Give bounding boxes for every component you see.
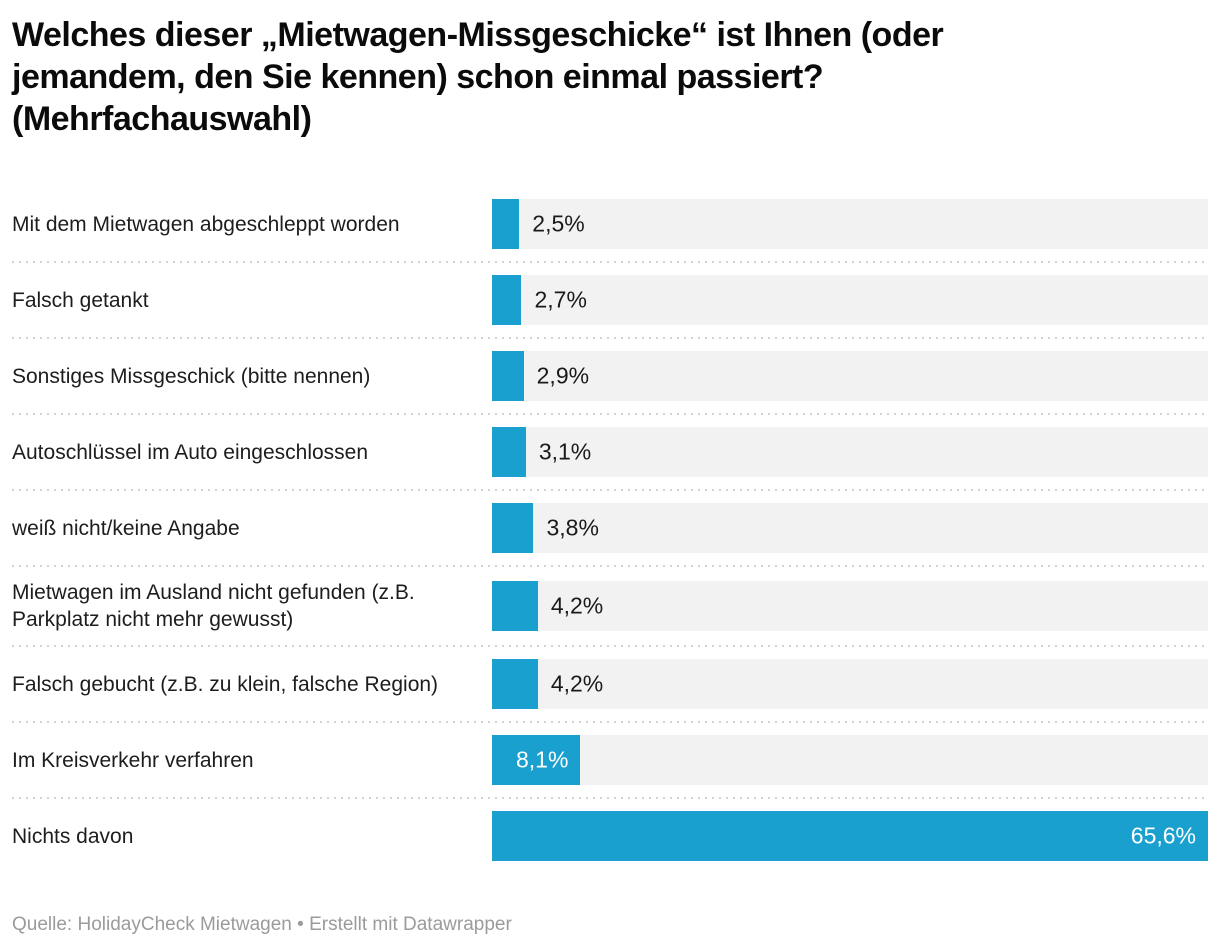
chart-title: Welches dieser „Mietwagen-Missgeschicke“… [12, 16, 944, 138]
bar [492, 427, 526, 477]
value-label: 65,6% [1130, 822, 1196, 849]
bar [492, 199, 520, 249]
bar [492, 351, 524, 401]
chart-row: Im Kreisverkehr verfahren 8,1% [12, 723, 1208, 797]
value-label: 3,1% [538, 438, 592, 465]
category-label: Sonstiges Missgeschick (bitte nennen) [12, 364, 371, 388]
category-label: Mit dem Mietwagen abgeschleppt worden [12, 212, 400, 236]
row-separator [12, 645, 1208, 647]
row-separator [12, 413, 1208, 415]
bar-track: 3,8% [492, 503, 1208, 553]
bar [492, 659, 538, 709]
bar-track: 4,2% [492, 581, 1208, 631]
category-label: Falsch getankt [12, 288, 149, 312]
chart-row: weiß nicht/keine Angabe 3,8% [12, 491, 1208, 565]
value-label: 2,7% [534, 286, 587, 313]
chart-row: Falsch gebucht (z.B. zu klein, falsche R… [12, 647, 1208, 721]
row-separator [12, 721, 1208, 723]
chart-row: Mietwagen im Ausland nicht gefunden (z.B… [12, 567, 1208, 645]
chart-row: Autoschlüssel im Auto eingeschlossen 3,1… [12, 415, 1208, 489]
category-label: Autoschlüssel im Auto eingeschlossen [12, 440, 369, 464]
value-label: 4,2% [550, 592, 604, 619]
bar [492, 811, 1208, 861]
bar [492, 503, 534, 553]
bar-track: 8,1% [492, 735, 1208, 785]
chart-row: Mit dem Mietwagen abgeschleppt worden 2,… [12, 187, 1208, 261]
bar [492, 275, 522, 325]
category-label: Mietwagen im Ausland nicht gefunden (z.B… [12, 581, 415, 631]
bar [492, 735, 581, 785]
row-separator [12, 261, 1208, 263]
bar-track: 2,9% [492, 351, 1208, 401]
row-separator [12, 565, 1208, 567]
category-label: Nichts davon [12, 824, 134, 848]
value-label: 8,1% [515, 746, 569, 773]
bar-track: 4,2% [492, 659, 1208, 709]
source-attribution: Quelle: HolidayCheck Mietwagen • Erstell… [12, 914, 512, 935]
value-label: 2,9% [536, 362, 590, 389]
value-label: 2,5% [532, 210, 585, 237]
bar [492, 581, 538, 631]
chart-row: Sonstiges Missgeschick (bitte nennen) 2,… [12, 339, 1208, 413]
value-label: 3,8% [546, 514, 599, 541]
value-label: 4,2% [550, 670, 604, 697]
row-separator [12, 337, 1208, 339]
category-label: Falsch gebucht (z.B. zu klein, falsche R… [12, 672, 439, 696]
category-label: Im Kreisverkehr verfahren [12, 748, 254, 772]
chart-row: Nichts davon 65,6% [12, 799, 1208, 873]
bar-track: 2,5% [492, 199, 1208, 249]
chart-row: Falsch getankt 2,7% [12, 263, 1208, 337]
bar-track: 3,1% [492, 427, 1208, 477]
row-separator [12, 797, 1208, 799]
bar-track: 65,6% [492, 811, 1208, 861]
category-label: weiß nicht/keine Angabe [12, 516, 240, 540]
row-separator [12, 489, 1208, 491]
bar-track: 2,7% [492, 275, 1208, 325]
bar-chart: Mit dem Mietwagen abgeschleppt worden 2,… [12, 187, 1208, 873]
